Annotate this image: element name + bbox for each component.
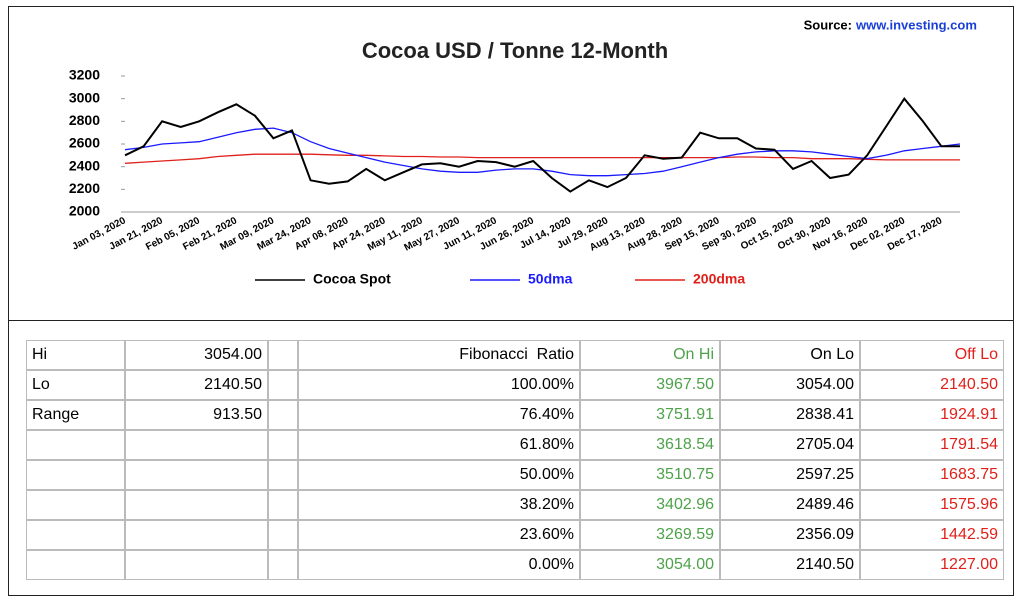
table-cell: 61.80% xyxy=(298,430,580,460)
table-cell xyxy=(26,490,125,520)
chart-title: Cocoa USD / Tonne 12-Month xyxy=(362,38,668,63)
table-cell: 1924.91 xyxy=(860,400,1004,430)
table-cell xyxy=(268,400,298,430)
table-cell: 3054.00 xyxy=(125,340,268,370)
line-series xyxy=(124,153,960,164)
table-cell xyxy=(26,520,125,550)
y-tick-label: 2800 xyxy=(69,112,100,128)
table-cell xyxy=(125,520,268,550)
y-tick-label: 2400 xyxy=(69,157,100,173)
table-cell: 76.40% xyxy=(298,400,580,430)
line-series xyxy=(124,97,960,193)
table-cell xyxy=(268,430,298,460)
table-cell: 50.00% xyxy=(298,460,580,490)
table-cell: Fibonacci Ratio xyxy=(298,340,580,370)
table-cell: 1683.75 xyxy=(860,460,1004,490)
table-cell xyxy=(268,370,298,400)
y-tick-label: 2000 xyxy=(69,203,100,219)
legend-label: Cocoa Spot xyxy=(313,271,391,287)
table-cell xyxy=(268,520,298,550)
y-tick-label: 2200 xyxy=(69,180,100,196)
y-tick-label: 2600 xyxy=(69,135,100,151)
table-cell: 2356.09 xyxy=(720,520,860,550)
source-label: Source: xyxy=(804,17,852,32)
table-cell: Range xyxy=(26,400,125,430)
table-cell: Hi xyxy=(26,340,125,370)
table-cell: 3618.54 xyxy=(580,430,720,460)
table-cell xyxy=(268,490,298,520)
table-cell: 1575.96 xyxy=(860,490,1004,520)
table-cell: 3751.91 xyxy=(580,400,720,430)
table-cell: On Hi xyxy=(580,340,720,370)
table-cell xyxy=(268,460,298,490)
table-cell: 3402.96 xyxy=(580,490,720,520)
table-cell: 2140.50 xyxy=(860,370,1004,400)
table-cell: 1791.54 xyxy=(860,430,1004,460)
chart: Source: www.investing.com Cocoa USD / To… xyxy=(69,17,977,287)
table-cell xyxy=(26,430,125,460)
y-tick-label: 3000 xyxy=(69,89,100,105)
frame xyxy=(8,6,1014,596)
table-cell: 2597.25 xyxy=(720,460,860,490)
table-cell: 1442.59 xyxy=(860,520,1004,550)
table-cell: 1227.00 xyxy=(860,550,1004,580)
table-cell: 3269.59 xyxy=(580,520,720,550)
table-cell: Off Lo xyxy=(860,340,1004,370)
table-cell xyxy=(125,490,268,520)
table-cell: 38.20% xyxy=(298,490,580,520)
legend-label: 50dma xyxy=(528,271,573,287)
table-cell xyxy=(268,340,298,370)
table-cell: Lo xyxy=(26,370,125,400)
table-cell: 3054.00 xyxy=(580,550,720,580)
source-link: www.investing.com xyxy=(855,17,977,32)
table-cell xyxy=(125,430,268,460)
y-tick-label: 3200 xyxy=(69,67,100,83)
table-cell: 3967.50 xyxy=(580,370,720,400)
table-cell: 913.50 xyxy=(125,400,268,430)
table-cell: 2140.50 xyxy=(125,370,268,400)
table-cell xyxy=(26,550,125,580)
table-cell xyxy=(125,460,268,490)
table-cell: 2838.41 xyxy=(720,400,860,430)
table-cell: 3054.00 xyxy=(720,370,860,400)
table-cell xyxy=(26,460,125,490)
legend-label: 200dma xyxy=(693,271,745,287)
table-cell: 3510.75 xyxy=(580,460,720,490)
table-cell xyxy=(268,550,298,580)
table-cell: 23.60% xyxy=(298,520,580,550)
table-cell: 2489.46 xyxy=(720,490,860,520)
table-cell: 0.00% xyxy=(298,550,580,580)
separator xyxy=(8,320,1014,321)
table-cell: 100.00% xyxy=(298,370,580,400)
table-cell: 2140.50 xyxy=(720,550,860,580)
table-cell: On Lo xyxy=(720,340,860,370)
table-cell xyxy=(125,550,268,580)
table-cell: 2705.04 xyxy=(720,430,860,460)
